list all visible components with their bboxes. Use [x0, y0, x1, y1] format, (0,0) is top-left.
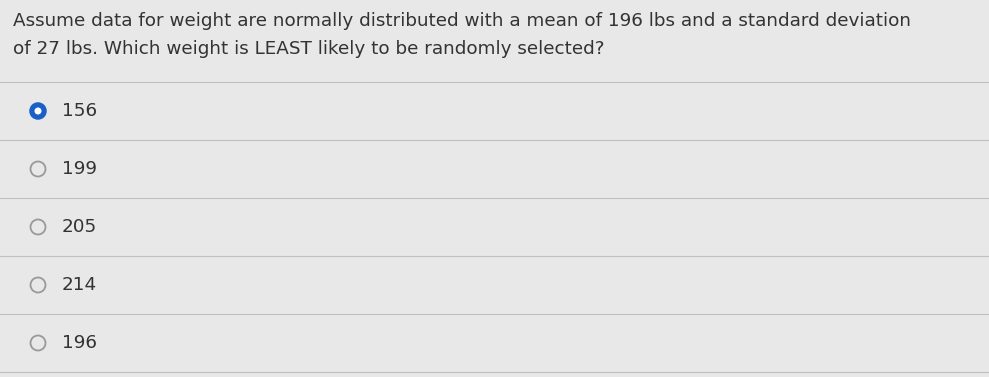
Text: 205: 205 [62, 218, 97, 236]
Text: of 27 lbs. Which weight is LEAST likely to be randomly selected?: of 27 lbs. Which weight is LEAST likely … [13, 40, 604, 58]
Circle shape [31, 277, 45, 293]
Text: 214: 214 [62, 276, 97, 294]
Circle shape [31, 219, 45, 234]
Text: 196: 196 [62, 334, 97, 352]
Text: 199: 199 [62, 160, 97, 178]
Circle shape [31, 336, 45, 351]
Circle shape [31, 104, 45, 118]
Text: 156: 156 [62, 102, 97, 120]
Circle shape [31, 161, 45, 176]
Text: Assume data for weight are normally distributed with a mean of 196 lbs and a sta: Assume data for weight are normally dist… [13, 12, 911, 30]
Circle shape [35, 107, 42, 115]
